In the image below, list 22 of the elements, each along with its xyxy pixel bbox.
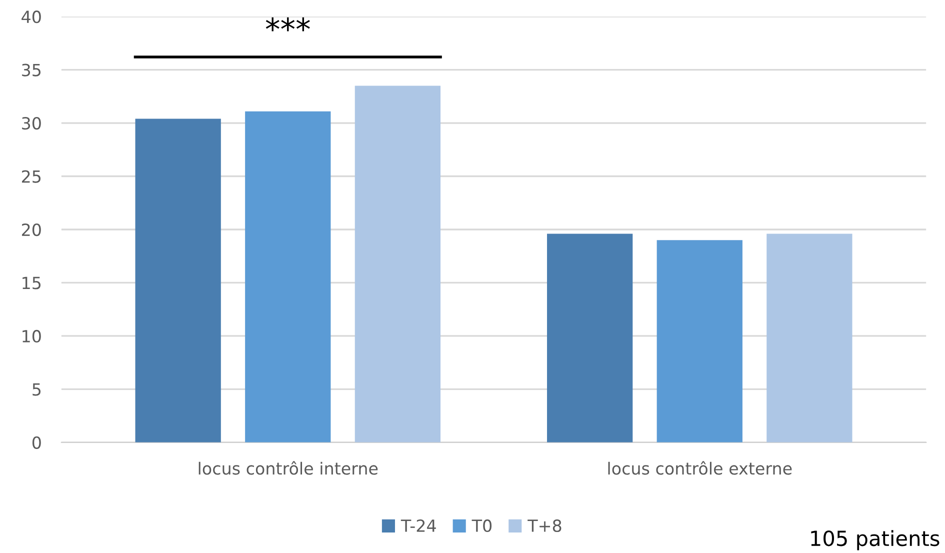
bar xyxy=(245,111,331,442)
x-tick-label: locus contrôle externe xyxy=(608,461,792,475)
y-tick-label: 15 xyxy=(22,276,41,290)
y-tick-label: 5 xyxy=(32,383,41,396)
bar xyxy=(547,234,633,442)
y-tick-label: 10 xyxy=(22,330,41,343)
x-tick-label: locus contrôle interne xyxy=(198,461,378,475)
y-tick-label: 25 xyxy=(22,170,41,183)
y-tick-label: 30 xyxy=(22,117,41,130)
legend-label: T+8 xyxy=(528,519,562,532)
legend-label: T-24 xyxy=(400,519,436,532)
bar xyxy=(354,86,441,442)
bar xyxy=(135,118,221,442)
y-tick-label: 20 xyxy=(22,223,41,236)
y-tick-label: 35 xyxy=(22,64,41,76)
bar xyxy=(656,240,742,442)
text: 105 patients xyxy=(811,530,940,550)
legend-label: T0 xyxy=(472,519,492,532)
annotation: *** xyxy=(266,17,310,32)
y-tick-label: 40 xyxy=(22,10,41,24)
y-tick-label: 0 xyxy=(32,436,41,449)
bar xyxy=(766,234,852,442)
